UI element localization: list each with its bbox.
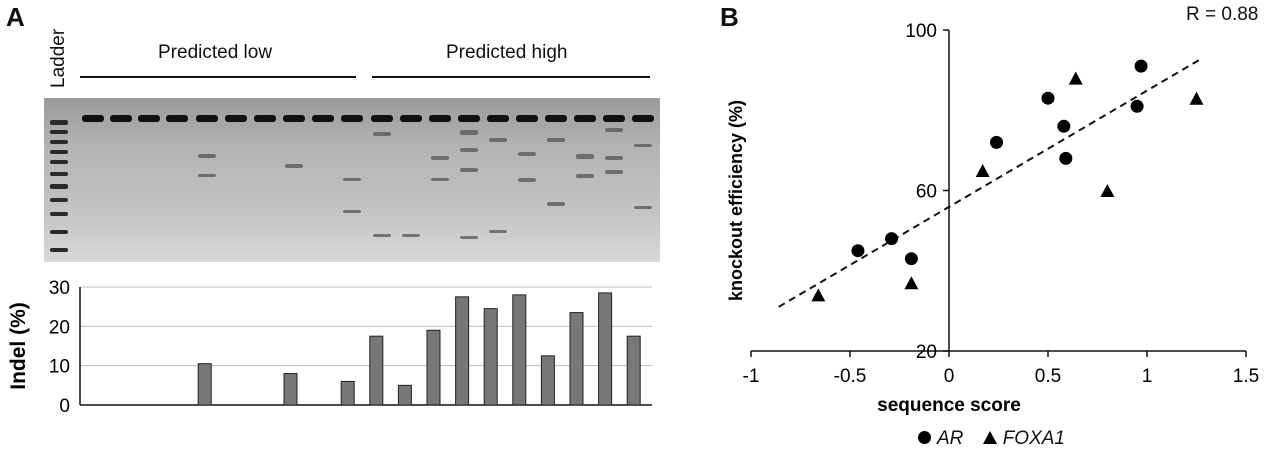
bar-ytick-label: 30	[49, 278, 70, 299]
group-line-high	[372, 76, 650, 78]
bar-18	[569, 312, 584, 406]
point-ar-1	[851, 244, 865, 258]
scatter-y-axis-title: knockout efficiency (%)	[726, 100, 746, 301]
gel-image	[44, 98, 660, 262]
legend-circle-marker	[918, 431, 931, 444]
r-value-label: R = 0.88	[1186, 4, 1259, 25]
indel-bar-chart: 0 10 20 30 Indel (%)	[7, 278, 652, 417]
scatter-xtick-label: -0.5	[834, 366, 867, 387]
knockout-scatter-chart: -1 -0.5 0 0.5 1 1.5 20 60 100 sequence score knock…	[726, 21, 1259, 416]
bar-14	[455, 296, 470, 406]
point-ar-7	[1059, 151, 1073, 165]
scatter-xtick-label: 0.5	[1035, 366, 1061, 387]
bar-15	[483, 308, 498, 406]
legend-ar-label: AR	[937, 428, 964, 449]
point-foxa1-6	[1189, 91, 1204, 105]
point-ar-8	[1130, 99, 1144, 113]
scatter-xtick-label: 0	[944, 366, 955, 387]
point-ar-9	[1134, 59, 1148, 73]
bar-ytick-label: 0	[59, 396, 70, 417]
point-ar-3	[904, 252, 918, 266]
bar-y-axis-title: Indel (%)	[7, 302, 30, 390]
bar-16	[512, 294, 527, 406]
point-foxa1-4	[1068, 71, 1083, 85]
scatter-xtick-label: 1	[1142, 366, 1153, 387]
bar-11	[369, 335, 384, 406]
group-label-low: Predicted low	[158, 42, 273, 63]
bar-17	[540, 355, 555, 406]
scatter-legend: AR FOXA1	[918, 428, 1065, 450]
scatter-x-axis-title: sequence score	[877, 395, 1021, 416]
trendline	[778, 57, 1203, 308]
bar-ytick-label: 20	[49, 317, 70, 338]
point-ar-5	[1041, 91, 1055, 105]
group-label-high: Predicted high	[446, 42, 568, 63]
point-ar-2	[885, 232, 899, 246]
bar-19	[598, 292, 613, 406]
point-foxa1-1	[811, 288, 826, 302]
bar-20	[626, 335, 641, 406]
bar-13	[426, 329, 441, 406]
scatter-xtick-label: 1.5	[1233, 366, 1259, 387]
scatter-ytick-label: 60	[916, 182, 937, 203]
point-foxa1-3	[975, 163, 990, 177]
point-foxa1-2	[904, 276, 919, 290]
bar-8	[283, 373, 298, 406]
scatter-ytick-label: 100	[905, 21, 937, 42]
point-foxa1-5	[1100, 184, 1115, 197]
bar-12	[397, 384, 412, 406]
bar-5	[197, 363, 212, 406]
legend-foxa1-label: FOXA1	[1002, 428, 1065, 449]
bar-ytick-label: 10	[49, 357, 70, 378]
gel-bands	[50, 115, 654, 252]
legend-triangle-marker	[982, 431, 997, 444]
scatter-ytick-label: 20	[916, 342, 937, 363]
point-ar-6	[1057, 119, 1071, 133]
scatter-xtick-label: -1	[743, 366, 760, 387]
bar-10	[340, 380, 355, 406]
panel-b-letter: B	[720, 2, 739, 32]
ladder-bands	[50, 120, 68, 252]
ladder-label: Ladder	[48, 28, 69, 88]
cleavage-bands	[198, 128, 652, 239]
group-line-low	[80, 76, 356, 78]
panel-a-letter: A	[6, 2, 25, 32]
product-bands	[82, 115, 654, 122]
point-ar-4	[990, 135, 1004, 149]
